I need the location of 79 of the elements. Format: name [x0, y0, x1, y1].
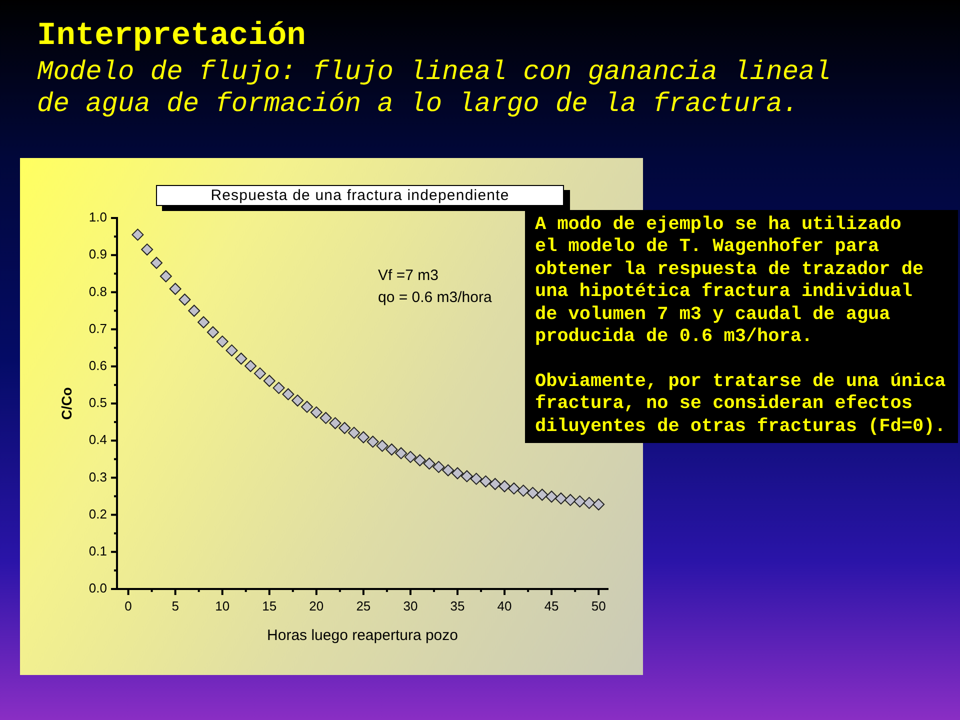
point [592, 498, 605, 510]
point [480, 475, 492, 488]
point [546, 490, 558, 503]
point [348, 426, 360, 439]
point [329, 417, 342, 430]
point [150, 256, 163, 269]
y-tick-label: 0.7 [88, 320, 107, 336]
chart-title: Interpretación [37, 17, 306, 54]
point [414, 454, 426, 466]
point [574, 495, 586, 508]
point [188, 304, 200, 317]
point [404, 450, 416, 463]
point [272, 382, 285, 394]
point [442, 464, 454, 476]
point [366, 436, 379, 448]
point [206, 326, 219, 338]
annotation: Vf =7 m3 qo = 0.6 m3/hora [378, 266, 492, 308]
y-tick-label: 0.9 [88, 246, 107, 262]
point [470, 472, 482, 485]
point [282, 388, 294, 400]
point [310, 406, 322, 418]
x-tick-label: 35 [450, 598, 465, 614]
y-tick-label: 0.6 [88, 358, 107, 373]
y-tick-label: 0.1 [88, 543, 107, 558]
y-tick-label: 0.2 [88, 506, 107, 522]
y-tick-label: 0.0 [88, 580, 107, 596]
point [198, 316, 210, 328]
point [526, 486, 539, 499]
point [583, 496, 596, 509]
point [160, 270, 172, 282]
point [132, 228, 144, 241]
point [564, 494, 576, 506]
x-tick-label: 25 [356, 598, 371, 614]
point [386, 444, 398, 456]
point [536, 488, 548, 501]
point [141, 244, 154, 256]
x-tick-label: 45 [544, 598, 559, 614]
point [460, 470, 473, 482]
x-tick-label: 0 [124, 598, 132, 614]
point [376, 440, 388, 452]
y-tick-label: 0.8 [88, 284, 107, 299]
point [226, 344, 238, 356]
text: Respuesta de una fractura independiente [156, 185, 564, 206]
point [235, 352, 248, 365]
x-tick-label: 15 [262, 598, 277, 614]
point [508, 482, 520, 494]
y-tick-label: 1.0 [88, 210, 107, 225]
point [395, 447, 408, 460]
text: A modo de ejemplo se ha utilizado el modelo de T. Wagenhofer para obtener la respuesta de trazador de una hipotética fractura individual de volumen 7 m3 y caudal de agua producida de 0.6 m3/hora. Obviamente, por tratarse de una única fractura, no se consideran efectos diluyentes de otras fracturas (Fd=0). [535, 214, 946, 437]
x-tick-label: 20 [309, 598, 324, 614]
point [517, 484, 530, 497]
point [338, 422, 351, 434]
point [554, 492, 567, 504]
x-tick-label: 10 [215, 598, 230, 614]
x-tick-label: 40 [497, 598, 512, 614]
point [244, 360, 257, 372]
point [489, 478, 502, 490]
point [320, 412, 332, 424]
y-tick-label: 0.4 [88, 432, 107, 448]
point [432, 460, 445, 473]
chart-subtitle: Modelo de flujo: flujo lineal con ganancia lineal de agua de formación a lo largo de la fractura. [37, 57, 832, 121]
y-tick-label: 0.3 [88, 469, 107, 484]
x-axis-title: Horas luego reapertura pozo [267, 627, 458, 644]
point [263, 374, 276, 387]
point [178, 294, 191, 306]
x-tick-label: 30 [403, 598, 418, 614]
y-axis-title: C/Co [58, 387, 74, 420]
point [292, 394, 304, 407]
point [452, 467, 464, 480]
point [169, 282, 182, 295]
x-tick-label: 50 [591, 598, 606, 614]
point [498, 480, 511, 492]
point [254, 367, 266, 380]
point [301, 400, 314, 413]
point [216, 336, 228, 348]
y-tick-label: 0.5 [88, 395, 107, 410]
x-tick-label: 5 [172, 598, 179, 614]
point [423, 458, 436, 470]
point [357, 431, 370, 444]
